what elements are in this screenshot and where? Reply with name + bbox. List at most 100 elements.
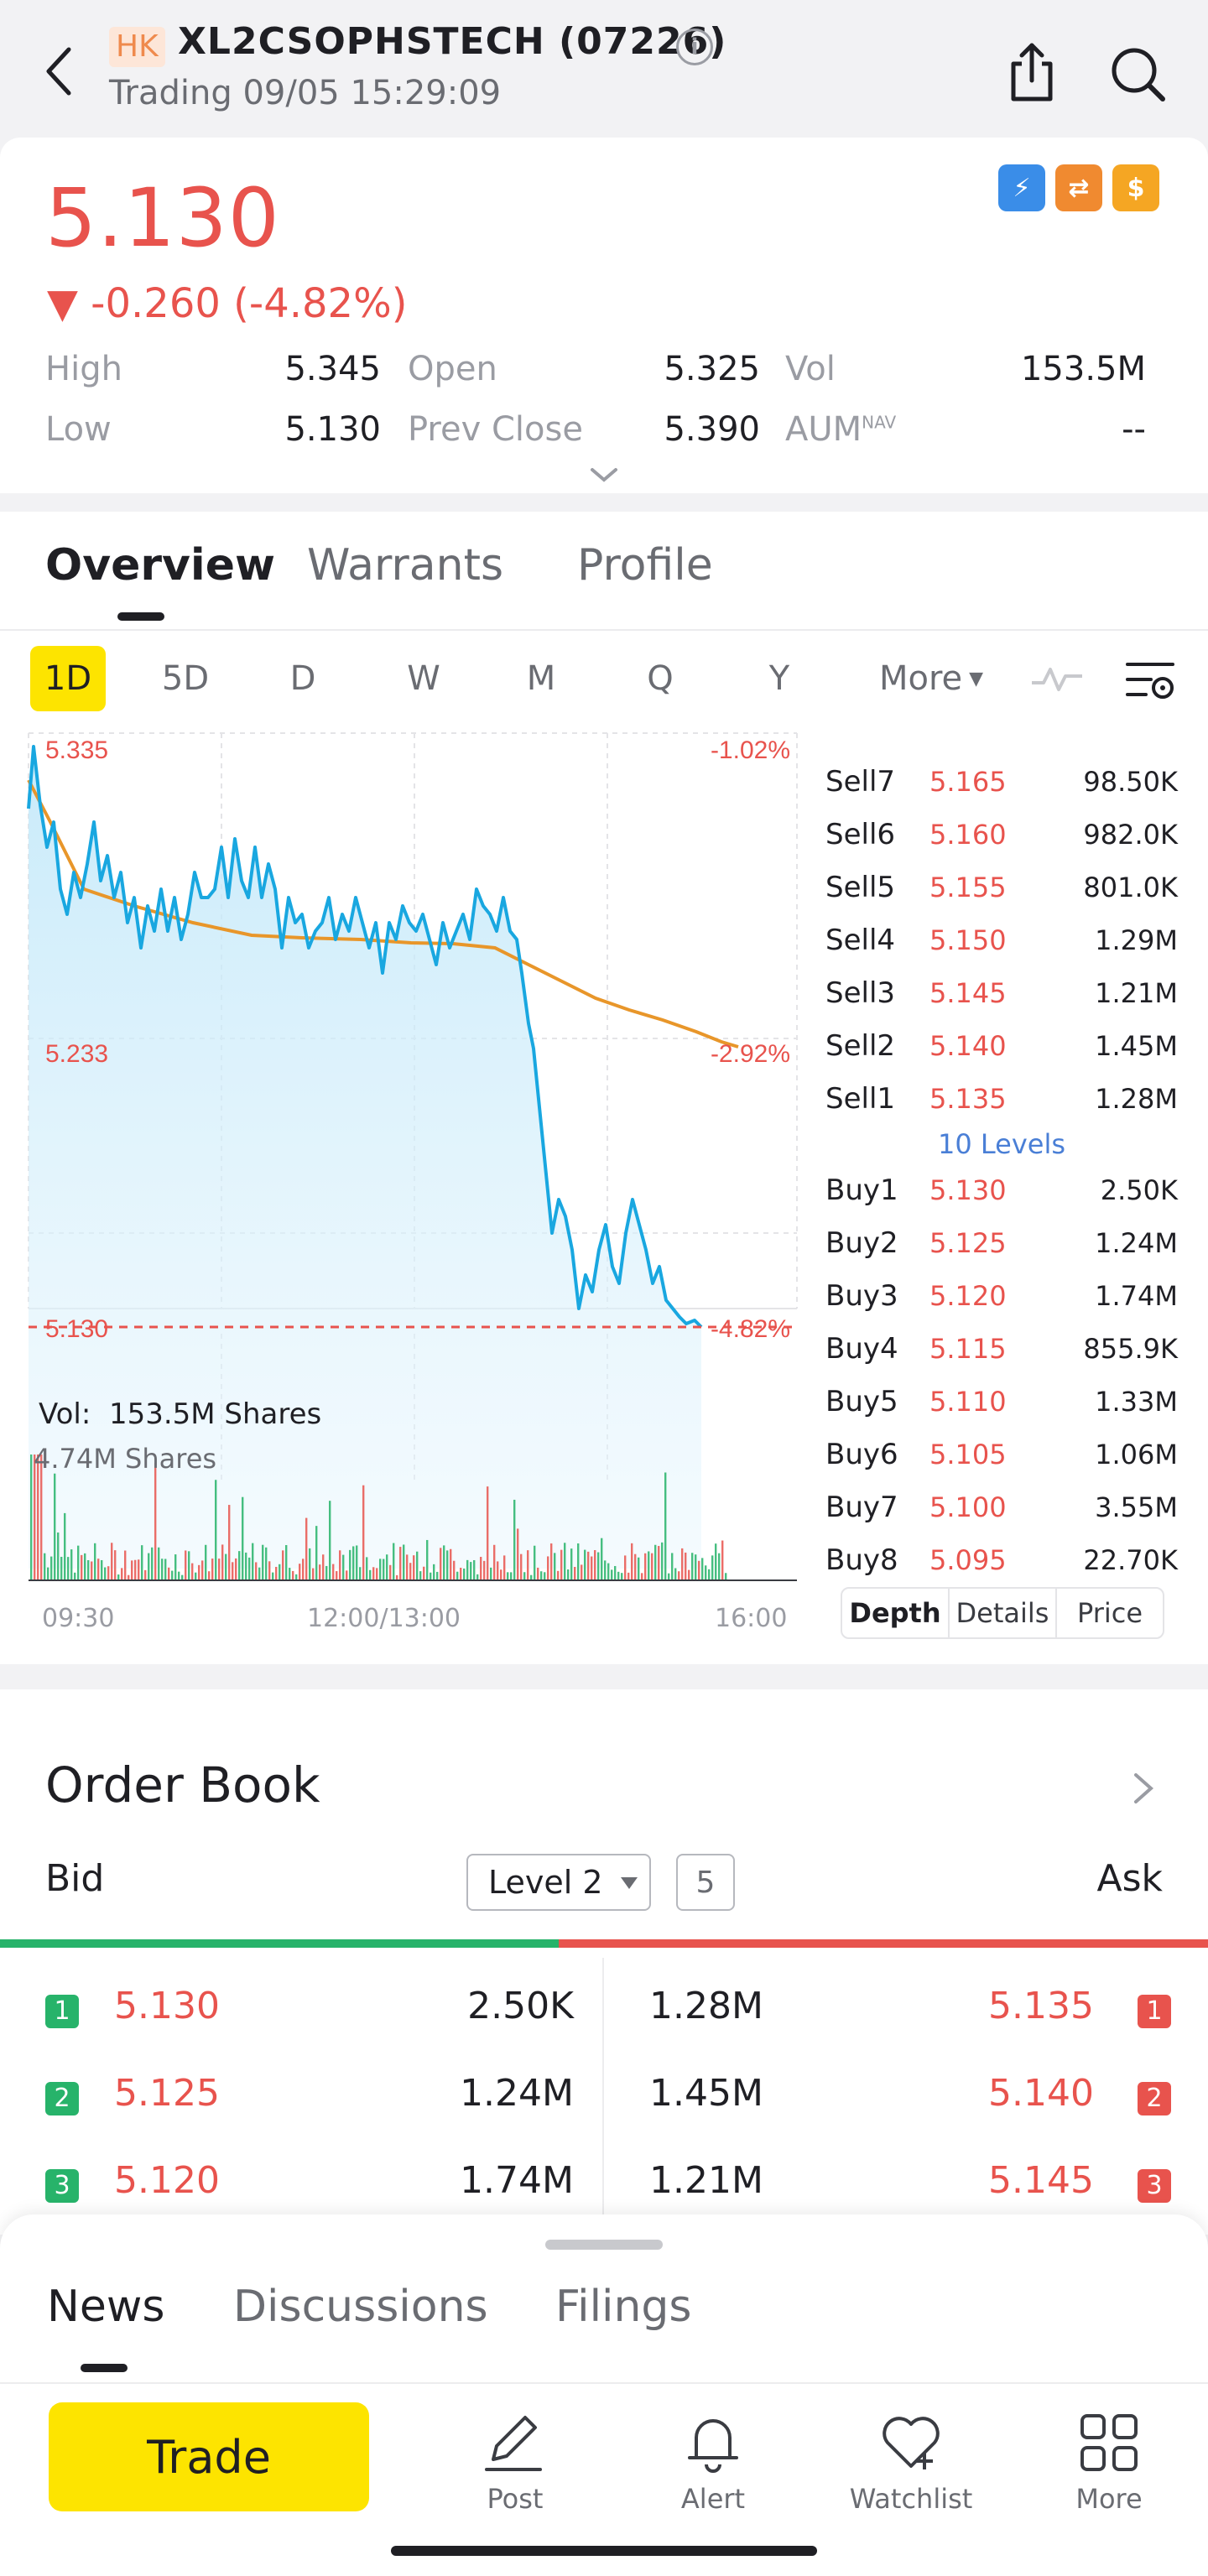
- volume-bar: [151, 1547, 154, 1580]
- nav-post[interactable]: Post: [431, 2409, 599, 2518]
- volume-bar: [560, 1549, 563, 1580]
- ask-volume: 1.45M: [649, 2072, 763, 2115]
- stats-row: High 5.345 Open 5.325 Vol 153.5M: [45, 339, 1161, 399]
- depth-volume: 1.24M: [1095, 1226, 1178, 1259]
- tab-discussions[interactable]: Discussions: [233, 2282, 488, 2332]
- tab-news[interactable]: News: [47, 2282, 165, 2332]
- chart-settings-icon[interactable]: [1126, 659, 1176, 703]
- order-book-row[interactable]: 1 5.130 2.50K 1.28M 5.135 1: [0, 1970, 1208, 2057]
- depth-volume: 1.21M: [1095, 976, 1178, 1009]
- share-button[interactable]: [998, 39, 1065, 106]
- bid-volume: 2.50K: [467, 1985, 574, 2027]
- depth-level-label: Buy2: [825, 1226, 898, 1260]
- depth-level-label: Buy4: [825, 1331, 898, 1366]
- depth-level-label: Sell4: [825, 923, 896, 957]
- depth-row[interactable]: Buy4 5.115 855.9K: [825, 1322, 1178, 1375]
- order-book-row[interactable]: 2 5.125 1.24M 1.45M 5.140 2: [0, 2057, 1208, 2144]
- ten-levels-link[interactable]: 10 Levels: [937, 1128, 1066, 1160]
- nav-more-label: More: [1075, 2483, 1143, 2515]
- volume-bar: [476, 1574, 479, 1580]
- depth-tab-depth[interactable]: Depth: [842, 1589, 950, 1637]
- depth-row[interactable]: Buy5 5.110 1.33M: [825, 1375, 1178, 1428]
- volume-bar: [114, 1550, 117, 1580]
- volume-bar: [366, 1557, 368, 1580]
- volume-bar: [523, 1572, 526, 1580]
- depth-tab-details[interactable]: Details: [950, 1589, 1057, 1637]
- chevron-right-icon[interactable]: [1131, 1770, 1156, 1807]
- volume-bar: [64, 1512, 66, 1580]
- stat-label: Vol: [785, 350, 836, 388]
- info-icon[interactable]: i: [676, 29, 713, 65]
- intraday-chart[interactable]: 5.335 5.233 5.130 -1.02% -2.92% -4.82%: [25, 730, 800, 1619]
- indicator-toggle-icon[interactable]: [1030, 661, 1084, 695]
- volume-bar: [641, 1573, 643, 1580]
- buy-rows: Buy1 5.130 2.50K Buy2 5.125 1.24M Buy3 5…: [825, 1163, 1178, 1586]
- volume-bar: [513, 1499, 516, 1580]
- dollar-icon[interactable]: $: [1112, 164, 1159, 211]
- tab-warrants[interactable]: Warrants: [307, 540, 504, 591]
- depth-row[interactable]: Buy2 5.125 1.24M: [825, 1216, 1178, 1269]
- volume-bar: [413, 1555, 415, 1580]
- depth-tab-price[interactable]: Price: [1076, 1597, 1143, 1629]
- depth-row[interactable]: Buy8 5.095 22.70K: [825, 1533, 1178, 1586]
- depth-row[interactable]: Sell4 5.150 1.29M: [825, 913, 1178, 966]
- overview-card: Overview Warrants Profile 1D 5D D W M Q …: [0, 512, 1208, 1664]
- volume-bar: [195, 1572, 197, 1580]
- volume-bar: [258, 1567, 261, 1580]
- volume-bar: [597, 1552, 600, 1580]
- volume-bar: [587, 1551, 590, 1580]
- depth-row[interactable]: Buy1 5.130 2.50K: [825, 1163, 1178, 1216]
- depth-row[interactable]: Buy7 5.100 3.55M: [825, 1481, 1178, 1533]
- period-5d[interactable]: 5D: [161, 659, 210, 698]
- period-q[interactable]: Q: [647, 659, 674, 698]
- depth-row[interactable]: Buy3 5.120 1.74M: [825, 1269, 1178, 1322]
- period-more[interactable]: More ▼: [864, 646, 998, 711]
- period-m[interactable]: M: [526, 659, 556, 698]
- tab-overview[interactable]: Overview: [45, 540, 276, 591]
- volume-bar: [81, 1554, 83, 1580]
- nav-more[interactable]: More: [1025, 2409, 1193, 2518]
- volume-bar: [245, 1552, 247, 1580]
- depth-price: 5.115: [929, 1332, 1007, 1365]
- sheet-tab-underline: [81, 2364, 128, 2372]
- depth-row[interactable]: Sell7 5.165 98.50K: [825, 755, 1178, 808]
- sheet-handle[interactable]: [545, 2240, 663, 2250]
- depth-row[interactable]: Sell2 5.140 1.45M: [825, 1019, 1178, 1072]
- stat-label: Prev Close: [408, 410, 583, 449]
- exchange-icon[interactable]: ⇄: [1055, 164, 1102, 211]
- level-select[interactable]: Level 2: [466, 1854, 651, 1911]
- depth-row[interactable]: Sell5 5.155 801.0K: [825, 861, 1178, 913]
- volume-bar: [607, 1563, 610, 1580]
- nav-watchlist[interactable]: Watchlist: [827, 2409, 995, 2518]
- volume-bar: [336, 1571, 338, 1580]
- search-button[interactable]: [1104, 39, 1171, 106]
- period-y[interactable]: Y: [768, 659, 790, 698]
- tab-profile[interactable]: Profile: [577, 540, 713, 591]
- order-book-row[interactable]: 3 5.120 1.74M 1.21M 5.145 3: [0, 2144, 1208, 2231]
- depth-price: 5.095: [929, 1543, 1007, 1576]
- volume-bar: [725, 1573, 727, 1580]
- level-count[interactable]: 5: [676, 1854, 735, 1911]
- period-1d[interactable]: 1D: [30, 646, 106, 711]
- volume-bar: [37, 1455, 39, 1580]
- depth-row[interactable]: Buy6 5.105 1.06M: [825, 1428, 1178, 1481]
- volume-bar: [342, 1554, 345, 1580]
- volume-bar: [487, 1486, 489, 1580]
- depth-level-label: Buy8: [825, 1543, 898, 1577]
- period-d[interactable]: D: [289, 659, 316, 698]
- nav-alert[interactable]: Alert: [629, 2409, 797, 2518]
- depth-price: 5.150: [929, 924, 1007, 956]
- period-w[interactable]: W: [407, 659, 440, 698]
- trade-button[interactable]: Trade: [49, 2402, 369, 2511]
- chevron-left-icon: [46, 47, 71, 96]
- depth-row[interactable]: Sell6 5.160 982.0K: [825, 808, 1178, 861]
- back-button[interactable]: [34, 42, 84, 101]
- level2-icon[interactable]: ⚡: [998, 164, 1045, 211]
- nav-post-label: Post: [487, 2483, 544, 2515]
- depth-row[interactable]: Sell1 5.135 1.28M: [825, 1072, 1178, 1125]
- volume-bar: [248, 1557, 251, 1580]
- tab-filings[interactable]: Filings: [555, 2282, 692, 2332]
- chevron-down-icon[interactable]: [587, 463, 621, 487]
- depth-row[interactable]: Sell3 5.145 1.21M: [825, 966, 1178, 1019]
- volume-bar: [389, 1564, 392, 1580]
